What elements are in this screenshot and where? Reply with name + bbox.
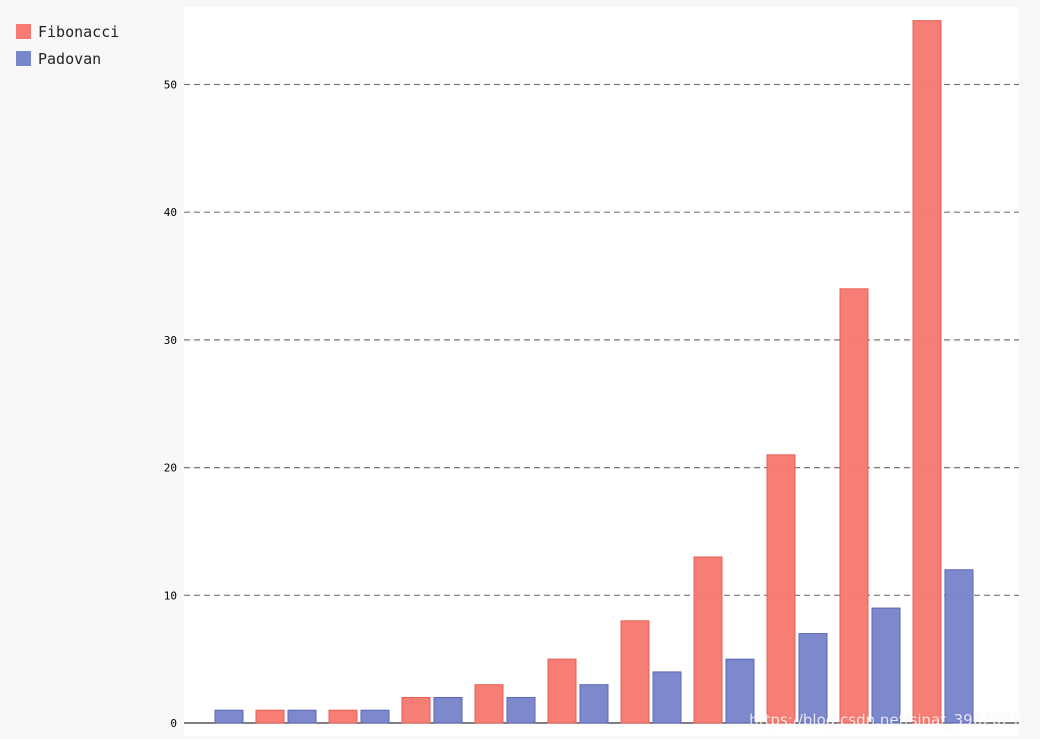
bar-padovan-7 (725, 658, 755, 724)
bar-fibonacci-2 (328, 709, 358, 724)
y-tick-label-10: 10 (164, 589, 177, 602)
watermark: https://blog.csdn.net/sinat_39620217 (749, 711, 1030, 729)
bar-padovan-9 (871, 607, 901, 724)
legend-swatch-padovan (16, 51, 31, 66)
legend-swatch-fibonacci (16, 24, 31, 39)
bar-fibonacci-6 (620, 620, 650, 724)
legend-item-fibonacci[interactable]: Fibonacci (16, 18, 119, 45)
bar-padovan-1 (287, 709, 317, 724)
y-tick-label-0: 0 (170, 717, 177, 730)
bar-fibonacci-8 (766, 454, 796, 724)
bar-padovan-0 (214, 709, 244, 724)
legend: Fibonacci Padovan (16, 18, 119, 72)
legend-item-padovan[interactable]: Padovan (16, 45, 119, 72)
bar-fibonacci-5 (547, 658, 577, 724)
y-tick-label-30: 30 (164, 334, 177, 347)
bar-fibonacci-7 (693, 556, 723, 724)
bar-padovan-2 (360, 709, 390, 724)
bar-padovan-4 (506, 696, 536, 724)
bar-fibonacci-4 (474, 684, 504, 724)
bar-fibonacci-3 (401, 696, 431, 724)
bar-fibonacci-9 (839, 288, 869, 724)
bar-padovan-5 (579, 684, 609, 724)
y-tick-label-50: 50 (164, 79, 177, 92)
bar-fibonacci-10 (912, 20, 942, 724)
bar-padovan-6 (652, 671, 682, 724)
y-tick-label-20: 20 (164, 462, 177, 475)
legend-label-fibonacci: Fibonacci (38, 22, 120, 41)
bar-fibonacci-1 (255, 709, 285, 724)
bar-padovan-10 (944, 569, 974, 724)
y-tick-label-40: 40 (164, 206, 177, 219)
bar-padovan-3 (433, 696, 463, 724)
legend-label-padovan: Padovan (38, 49, 102, 68)
bar-padovan-8 (798, 633, 828, 724)
